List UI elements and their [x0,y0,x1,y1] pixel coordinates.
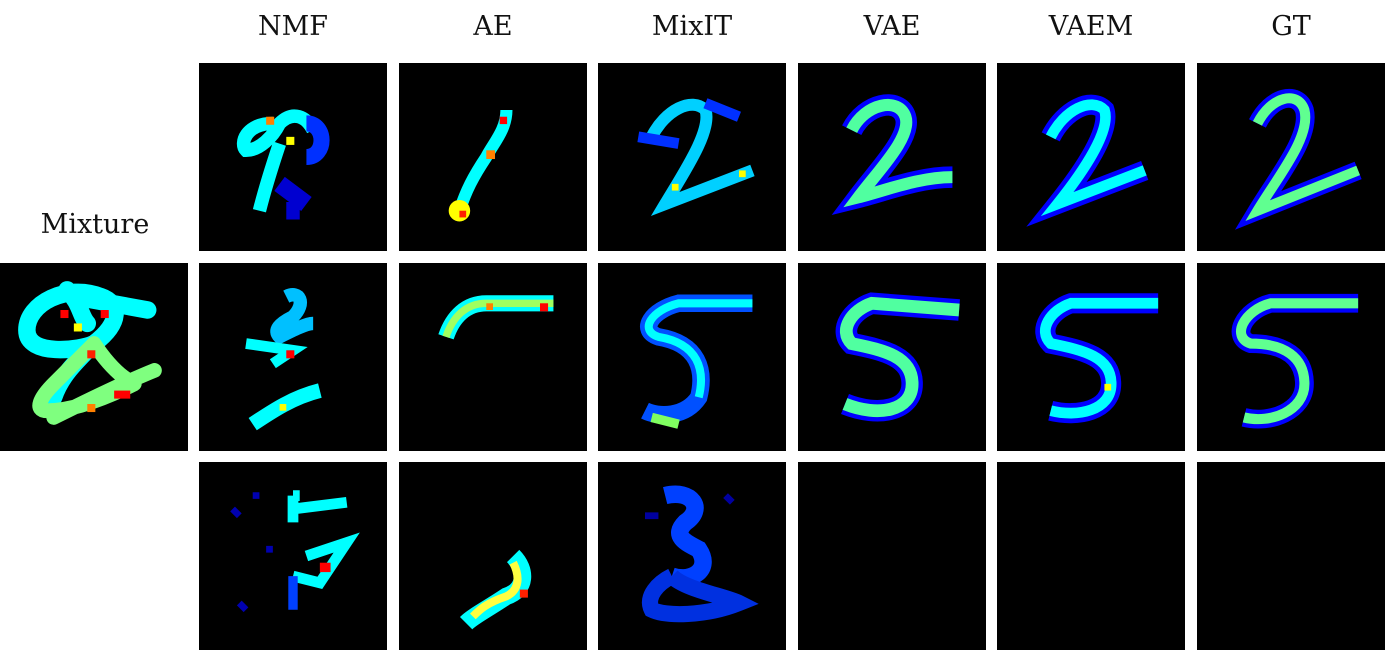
col-label-ae: AE [473,11,513,42]
mixit-row1-image [598,63,786,251]
col-label-mixit: MixIT [651,11,733,42]
nmf-row3-image [199,462,387,650]
nmf-row1-image [199,63,387,251]
nmf-row2-image [199,263,387,451]
vae-row2-image [798,263,986,451]
col-label-vae: VAE [863,11,921,42]
gt-row3-image [1197,462,1385,650]
col-label-vaem: VAEM [1048,11,1134,42]
ae-row2-image [399,263,587,451]
row-label-mixture: Mixture [40,209,150,240]
col-label-nmf: NMF [257,11,328,42]
mixit-row3-image [598,462,786,650]
ae-row3-image [399,462,587,650]
gt-row2-image [1197,263,1385,451]
gt-row1-image [1197,63,1385,251]
col-label-gt: GT [1271,11,1311,42]
mixit-row2-image [598,263,786,451]
vae-row3-image [798,462,986,650]
vae-row1-image [798,63,986,251]
vaem-row2-image [997,263,1185,451]
mixture-image [0,263,188,451]
vaem-row1-image [997,63,1185,251]
vaem-row3-image [997,462,1185,650]
ae-row1-image [399,63,587,251]
